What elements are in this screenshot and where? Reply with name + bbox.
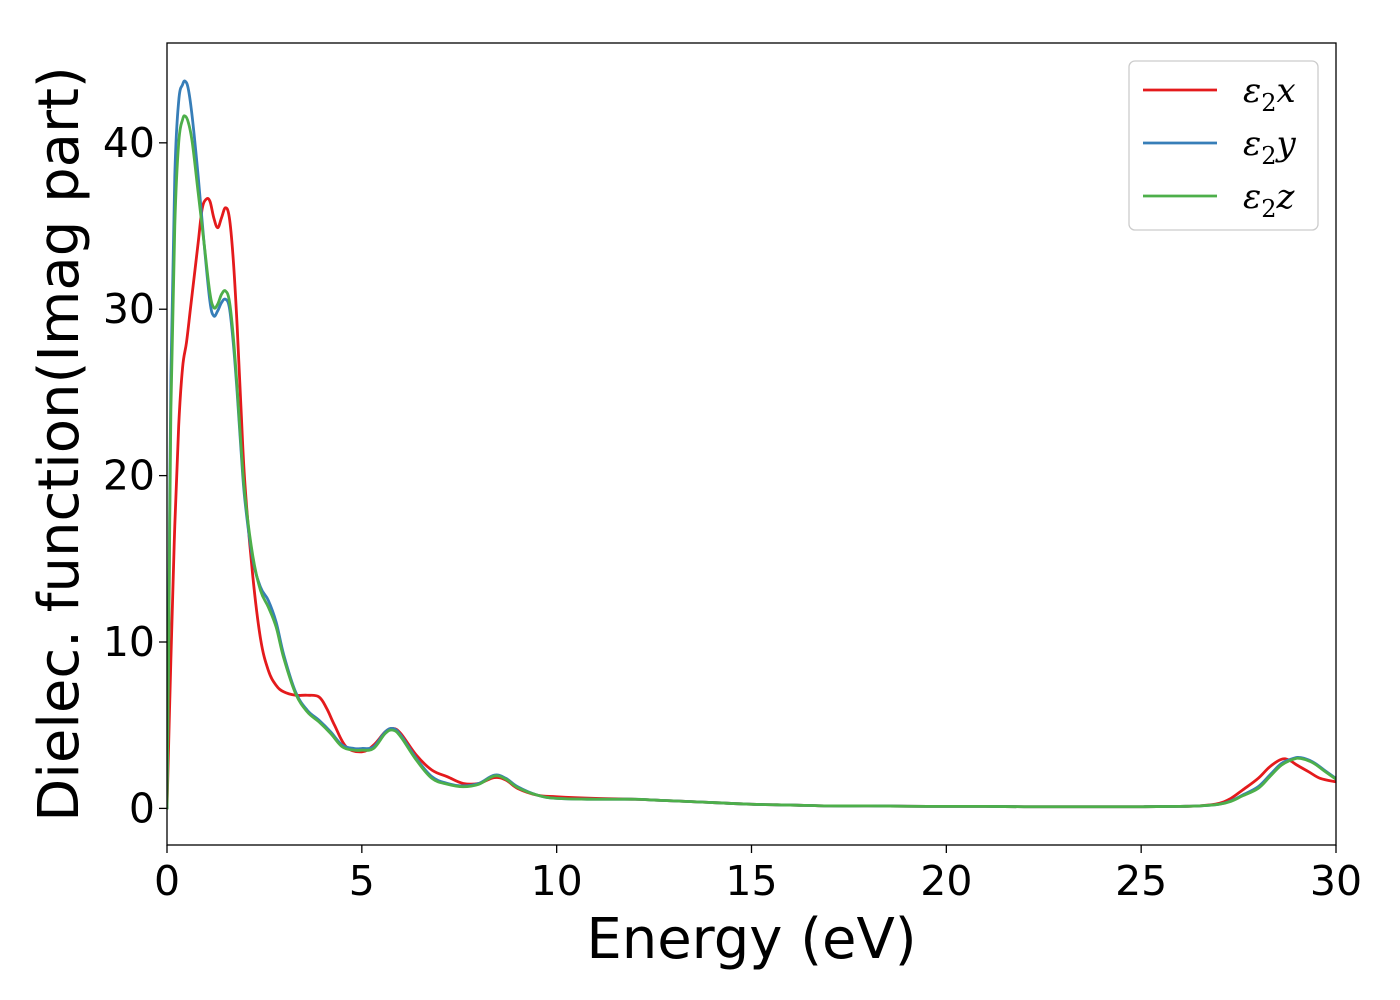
series-line-x — [167, 197, 1336, 810]
x-tick-label: 20 — [920, 857, 972, 905]
y-tick-label: 20 — [103, 452, 155, 500]
x-tick-label: 30 — [1310, 857, 1362, 905]
y-tick-label: 30 — [103, 285, 155, 333]
legend-item-x: ε2x — [1143, 71, 1296, 117]
x-tick-label: 25 — [1115, 857, 1167, 905]
y-tick-label: 40 — [103, 119, 155, 167]
legend-entries: ε2x ε2y ε2z — [1143, 71, 1297, 223]
legend-item-z: ε2z — [1143, 177, 1296, 223]
x-axis-label: Energy (eV) — [586, 907, 916, 972]
legend-label-y: ε2y — [1243, 124, 1297, 170]
x-tick-label: 15 — [725, 857, 777, 905]
y-tick-label: 10 — [103, 618, 155, 666]
legend-box — [1128, 60, 1319, 231]
y-axis-ticks: 0 10 20 30 40 — [103, 119, 167, 832]
y-axis-label: Dielec. function(Imag part) — [27, 66, 92, 822]
y-tick-label: 0 — [129, 784, 155, 832]
x-tick-label: 5 — [349, 857, 375, 905]
legend-label-z: ε2z — [1243, 177, 1296, 223]
x-axis-ticks: 0 5 10 15 20 25 30 — [154, 845, 1362, 905]
series-line-z — [167, 114, 1336, 810]
legend: ε2x ε2y ε2z — [1128, 60, 1319, 231]
x-tick-label: 10 — [531, 857, 583, 905]
legend-label-x: ε2x — [1243, 71, 1296, 117]
x-tick-label: 0 — [154, 857, 180, 905]
legend-item-y: ε2y — [1143, 124, 1297, 170]
plot-lines — [167, 79, 1336, 810]
